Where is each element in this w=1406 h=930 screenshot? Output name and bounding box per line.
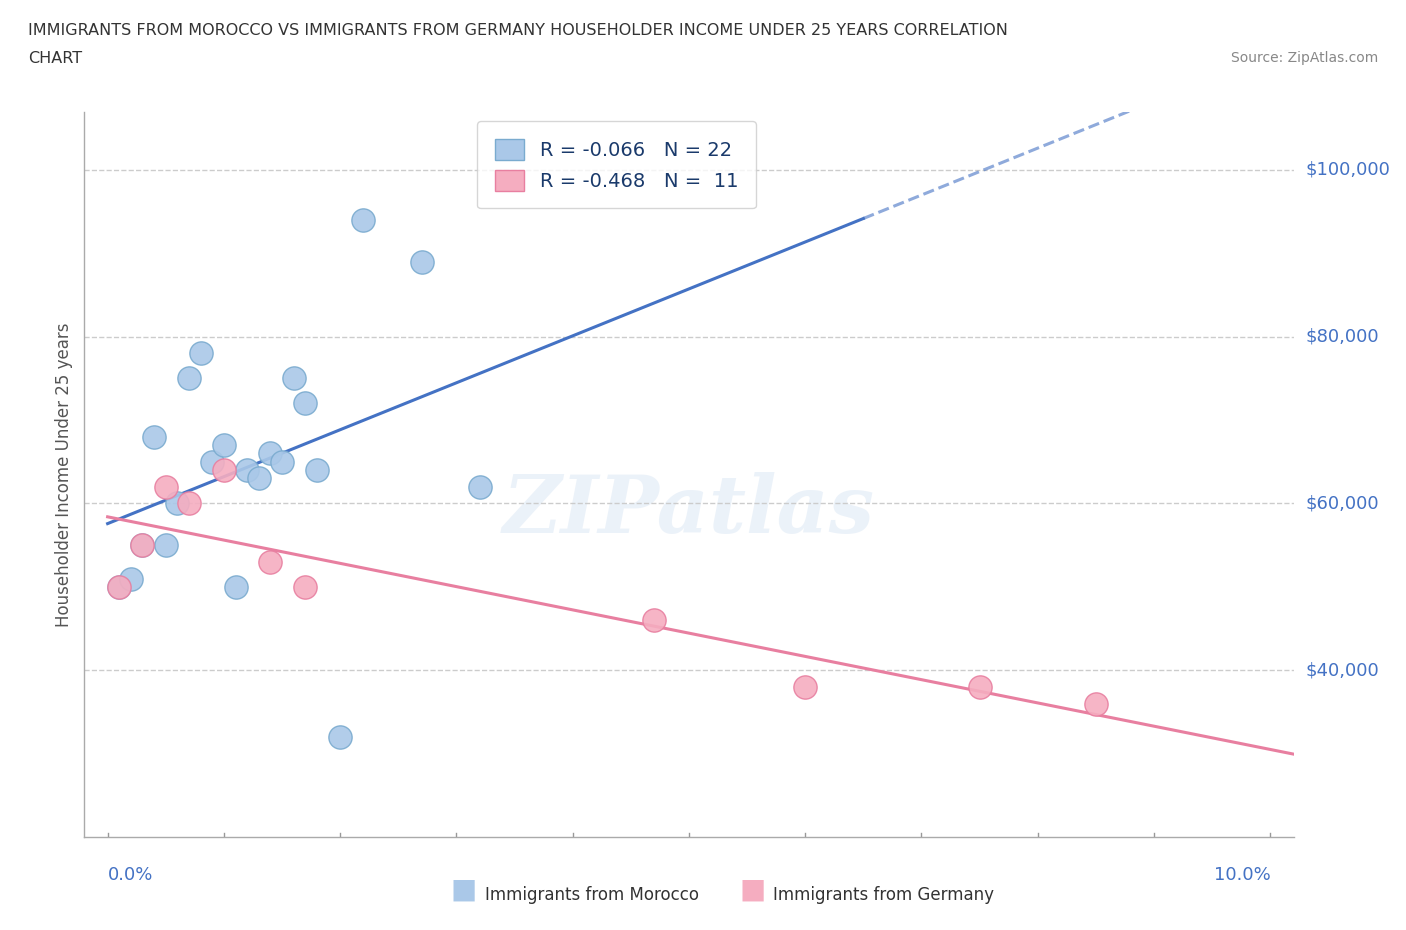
Point — [411, 254, 433, 269]
Y-axis label: Householder Income Under 25 years: Householder Income Under 25 years — [55, 322, 73, 627]
Text: IMMIGRANTS FROM MOROCCO VS IMMIGRANTS FROM GERMANY HOUSEHOLDER INCOME UNDER 25 Y: IMMIGRANTS FROM MOROCCO VS IMMIGRANTS FR… — [28, 23, 1008, 38]
Point — [259, 554, 281, 569]
Text: Immigrants from Morocco: Immigrants from Morocco — [485, 886, 699, 904]
Text: ■: ■ — [740, 875, 765, 903]
Point — [190, 346, 212, 361]
Point — [236, 463, 259, 478]
Text: $100,000: $100,000 — [1305, 161, 1391, 179]
Text: $80,000: $80,000 — [1305, 327, 1379, 346]
Point — [131, 538, 153, 552]
Point — [352, 213, 374, 228]
Point — [1084, 697, 1107, 711]
Point — [305, 463, 328, 478]
Point — [177, 496, 200, 511]
Point — [212, 438, 235, 453]
Text: $40,000: $40,000 — [1305, 661, 1379, 679]
Point — [177, 371, 200, 386]
Point — [283, 371, 305, 386]
Point — [329, 729, 352, 744]
Text: Source: ZipAtlas.com: Source: ZipAtlas.com — [1230, 51, 1378, 65]
Point — [225, 579, 247, 594]
Text: $60,000: $60,000 — [1305, 495, 1379, 512]
Point — [247, 471, 270, 485]
Point — [155, 538, 177, 552]
Legend: R = -0.066   N = 22, R = -0.468   N =  11: R = -0.066 N = 22, R = -0.468 N = 11 — [477, 121, 755, 208]
Point — [201, 455, 224, 470]
Point — [108, 579, 131, 594]
Point — [259, 446, 281, 461]
Point — [969, 680, 991, 695]
Point — [294, 396, 316, 411]
Point — [131, 538, 153, 552]
Point — [108, 579, 131, 594]
Point — [468, 479, 491, 494]
Point — [294, 579, 316, 594]
Point — [155, 479, 177, 494]
Point — [643, 613, 665, 628]
Text: ZIPatlas: ZIPatlas — [503, 472, 875, 550]
Text: 10.0%: 10.0% — [1213, 866, 1270, 884]
Point — [212, 463, 235, 478]
Point — [271, 455, 294, 470]
Point — [120, 571, 142, 586]
Text: CHART: CHART — [28, 51, 82, 66]
Text: 0.0%: 0.0% — [108, 866, 153, 884]
Point — [794, 680, 817, 695]
Point — [166, 496, 188, 511]
Text: Immigrants from Germany: Immigrants from Germany — [773, 886, 994, 904]
Point — [143, 430, 166, 445]
Text: ■: ■ — [451, 875, 477, 903]
